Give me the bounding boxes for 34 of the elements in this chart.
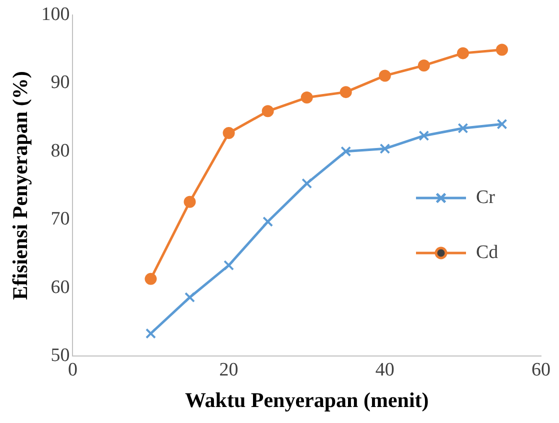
y-tick-label: 60 [50, 276, 70, 298]
legend-label: Cr [476, 186, 496, 208]
point [144, 272, 157, 285]
x-tick-label: 0 [68, 359, 78, 380]
point [262, 216, 274, 227]
y-tick-label: 80 [50, 140, 70, 162]
point [418, 59, 430, 72]
point [262, 105, 274, 118]
point [302, 178, 312, 189]
point [496, 44, 508, 56]
y-tick-label: 70 [50, 208, 70, 230]
point [184, 292, 196, 303]
x-tick-label: 40 [375, 359, 394, 380]
point [418, 130, 430, 141]
y-axis-title: Efisiensi Penyerapan (%) [8, 71, 32, 300]
point [380, 143, 390, 154]
y-tick-label: 90 [50, 72, 70, 94]
legend-label: Cd [476, 242, 499, 263]
y-tick-label: 100 [41, 4, 70, 25]
point [300, 92, 313, 104]
point [458, 122, 468, 134]
point [456, 47, 469, 60]
point [224, 260, 234, 271]
x-tick-label: 20 [219, 359, 238, 380]
point [222, 126, 235, 139]
point [340, 86, 352, 98]
point [378, 70, 391, 82]
x-axis-title: Waktu Penyerapan (menit) [184, 388, 429, 412]
point [146, 328, 156, 339]
x-tick-label: 60 [532, 359, 550, 380]
point [340, 146, 352, 157]
point [184, 196, 196, 208]
y-tick-label: 50 [50, 344, 70, 366]
point [496, 118, 508, 130]
